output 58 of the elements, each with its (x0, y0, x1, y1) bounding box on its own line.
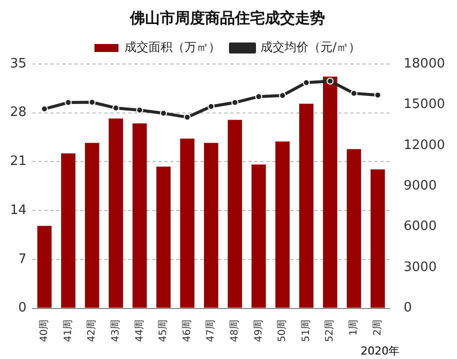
point (184, 114, 191, 121)
x-tick-label: 1周 (348, 319, 360, 336)
x-tick-label: 51周 (300, 319, 312, 342)
point (374, 92, 382, 99)
x-tick-label: 48周 (229, 319, 240, 342)
point (350, 90, 358, 97)
point (88, 98, 96, 106)
bar (156, 166, 171, 308)
y2-tick-label: 18000 (404, 56, 446, 72)
point (255, 93, 262, 100)
x-tick-label: 44周 (134, 319, 146, 342)
legend-label: 成交均价（元/㎡） (260, 40, 361, 54)
x-tick-label: 2周 (372, 319, 384, 336)
bar (370, 169, 385, 308)
y-tick-label: 14 (10, 202, 27, 218)
bar (37, 226, 52, 308)
bar (108, 118, 124, 308)
bar (299, 104, 314, 308)
point (326, 78, 334, 85)
x-tick-label: 50周 (277, 319, 288, 342)
point (279, 92, 286, 99)
point (160, 110, 167, 117)
x-tick-label: 43周 (110, 319, 122, 342)
point (40, 105, 48, 112)
y-tick-label: 28 (10, 105, 27, 120)
bar (346, 149, 362, 308)
text: 2020年 (360, 344, 400, 358)
y2-tick-label: 3000 (404, 260, 437, 275)
y-tick-label: 7 (18, 252, 27, 267)
bar (180, 138, 194, 308)
y-tick-label: 0 (18, 300, 27, 316)
x-tick-label: 42周 (86, 319, 98, 342)
y2-tick-label: 12000 (404, 138, 446, 153)
y-tick-label: 35 (10, 56, 27, 72)
bar (84, 142, 100, 308)
x-tick-label: 40周 (39, 319, 50, 342)
chart-title: 佛山市周度商品住宅成交走势 (129, 8, 325, 27)
y2-tick-label: 15000 (404, 97, 446, 112)
bar (61, 153, 76, 308)
x-tick-label: 52周 (324, 319, 336, 342)
x-tick-label: 46周 (182, 319, 193, 342)
bar (228, 120, 242, 308)
bar (204, 142, 218, 308)
x-tick-label: 45周 (158, 319, 170, 342)
legend-label: 成交面积（万㎡） (124, 40, 220, 54)
bar (132, 123, 147, 308)
y2-tick-label: 6000 (404, 219, 437, 234)
x-tick-label: 47周 (206, 319, 217, 342)
y2-tick-label: 9000 (404, 178, 437, 194)
bar (275, 141, 290, 308)
point (302, 79, 310, 86)
x-tick-label: 41周 (62, 319, 74, 342)
bar (322, 76, 338, 308)
point (136, 106, 144, 114)
y-tick-label: 21 (10, 154, 27, 170)
x-tick-label: 49周 (253, 319, 264, 342)
y2-tick-label: 0 (404, 300, 412, 316)
bar (252, 164, 266, 308)
